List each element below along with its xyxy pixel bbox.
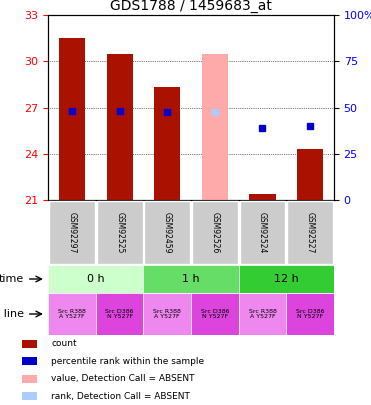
FancyBboxPatch shape	[240, 200, 285, 264]
Text: GSM92297: GSM92297	[68, 212, 76, 253]
FancyBboxPatch shape	[48, 293, 96, 335]
Bar	[297, 149, 323, 200]
Text: GSM92459: GSM92459	[163, 212, 172, 253]
Text: GSM92525: GSM92525	[115, 212, 124, 253]
FancyBboxPatch shape	[22, 339, 37, 348]
Text: percentile rank within the sample: percentile rank within the sample	[52, 357, 204, 366]
Title: GDS1788 / 1459683_at: GDS1788 / 1459683_at	[110, 0, 272, 13]
Text: Src R388
A Y527F: Src R388 A Y527F	[58, 309, 86, 320]
Text: Src R388
A Y527F: Src R388 A Y527F	[249, 309, 276, 320]
FancyBboxPatch shape	[144, 200, 190, 264]
Bar	[59, 38, 85, 200]
Text: Src D386
N Y527F: Src D386 N Y527F	[105, 309, 134, 320]
FancyBboxPatch shape	[22, 357, 37, 365]
Text: GSM92524: GSM92524	[258, 212, 267, 253]
Text: Src D386
N Y527F: Src D386 N Y527F	[201, 309, 229, 320]
FancyBboxPatch shape	[48, 265, 144, 293]
FancyBboxPatch shape	[144, 293, 191, 335]
FancyBboxPatch shape	[96, 293, 144, 335]
Text: 1 h: 1 h	[182, 274, 200, 284]
FancyBboxPatch shape	[239, 293, 286, 335]
Text: cell line: cell line	[0, 309, 24, 319]
Bar	[202, 53, 228, 200]
Text: Src D386
N Y527F: Src D386 N Y527F	[296, 309, 324, 320]
Text: value, Detection Call = ABSENT: value, Detection Call = ABSENT	[52, 374, 195, 383]
Text: Src R388
A Y527F: Src R388 A Y527F	[153, 309, 181, 320]
Bar	[106, 53, 133, 200]
FancyBboxPatch shape	[22, 392, 37, 401]
FancyBboxPatch shape	[192, 200, 238, 264]
Text: count: count	[52, 339, 77, 348]
Text: GSM92527: GSM92527	[306, 212, 315, 253]
FancyBboxPatch shape	[97, 200, 142, 264]
FancyBboxPatch shape	[144, 265, 239, 293]
Text: time: time	[0, 274, 24, 284]
FancyBboxPatch shape	[191, 293, 239, 335]
FancyBboxPatch shape	[22, 375, 37, 383]
FancyBboxPatch shape	[239, 265, 334, 293]
Bar	[249, 194, 276, 200]
Text: 12 h: 12 h	[274, 274, 299, 284]
Text: rank, Detection Call = ABSENT: rank, Detection Call = ABSENT	[52, 392, 190, 401]
Bar	[154, 87, 180, 200]
FancyBboxPatch shape	[287, 200, 333, 264]
Text: 0 h: 0 h	[87, 274, 105, 284]
Text: GSM92526: GSM92526	[210, 212, 219, 253]
FancyBboxPatch shape	[286, 293, 334, 335]
FancyBboxPatch shape	[49, 200, 95, 264]
